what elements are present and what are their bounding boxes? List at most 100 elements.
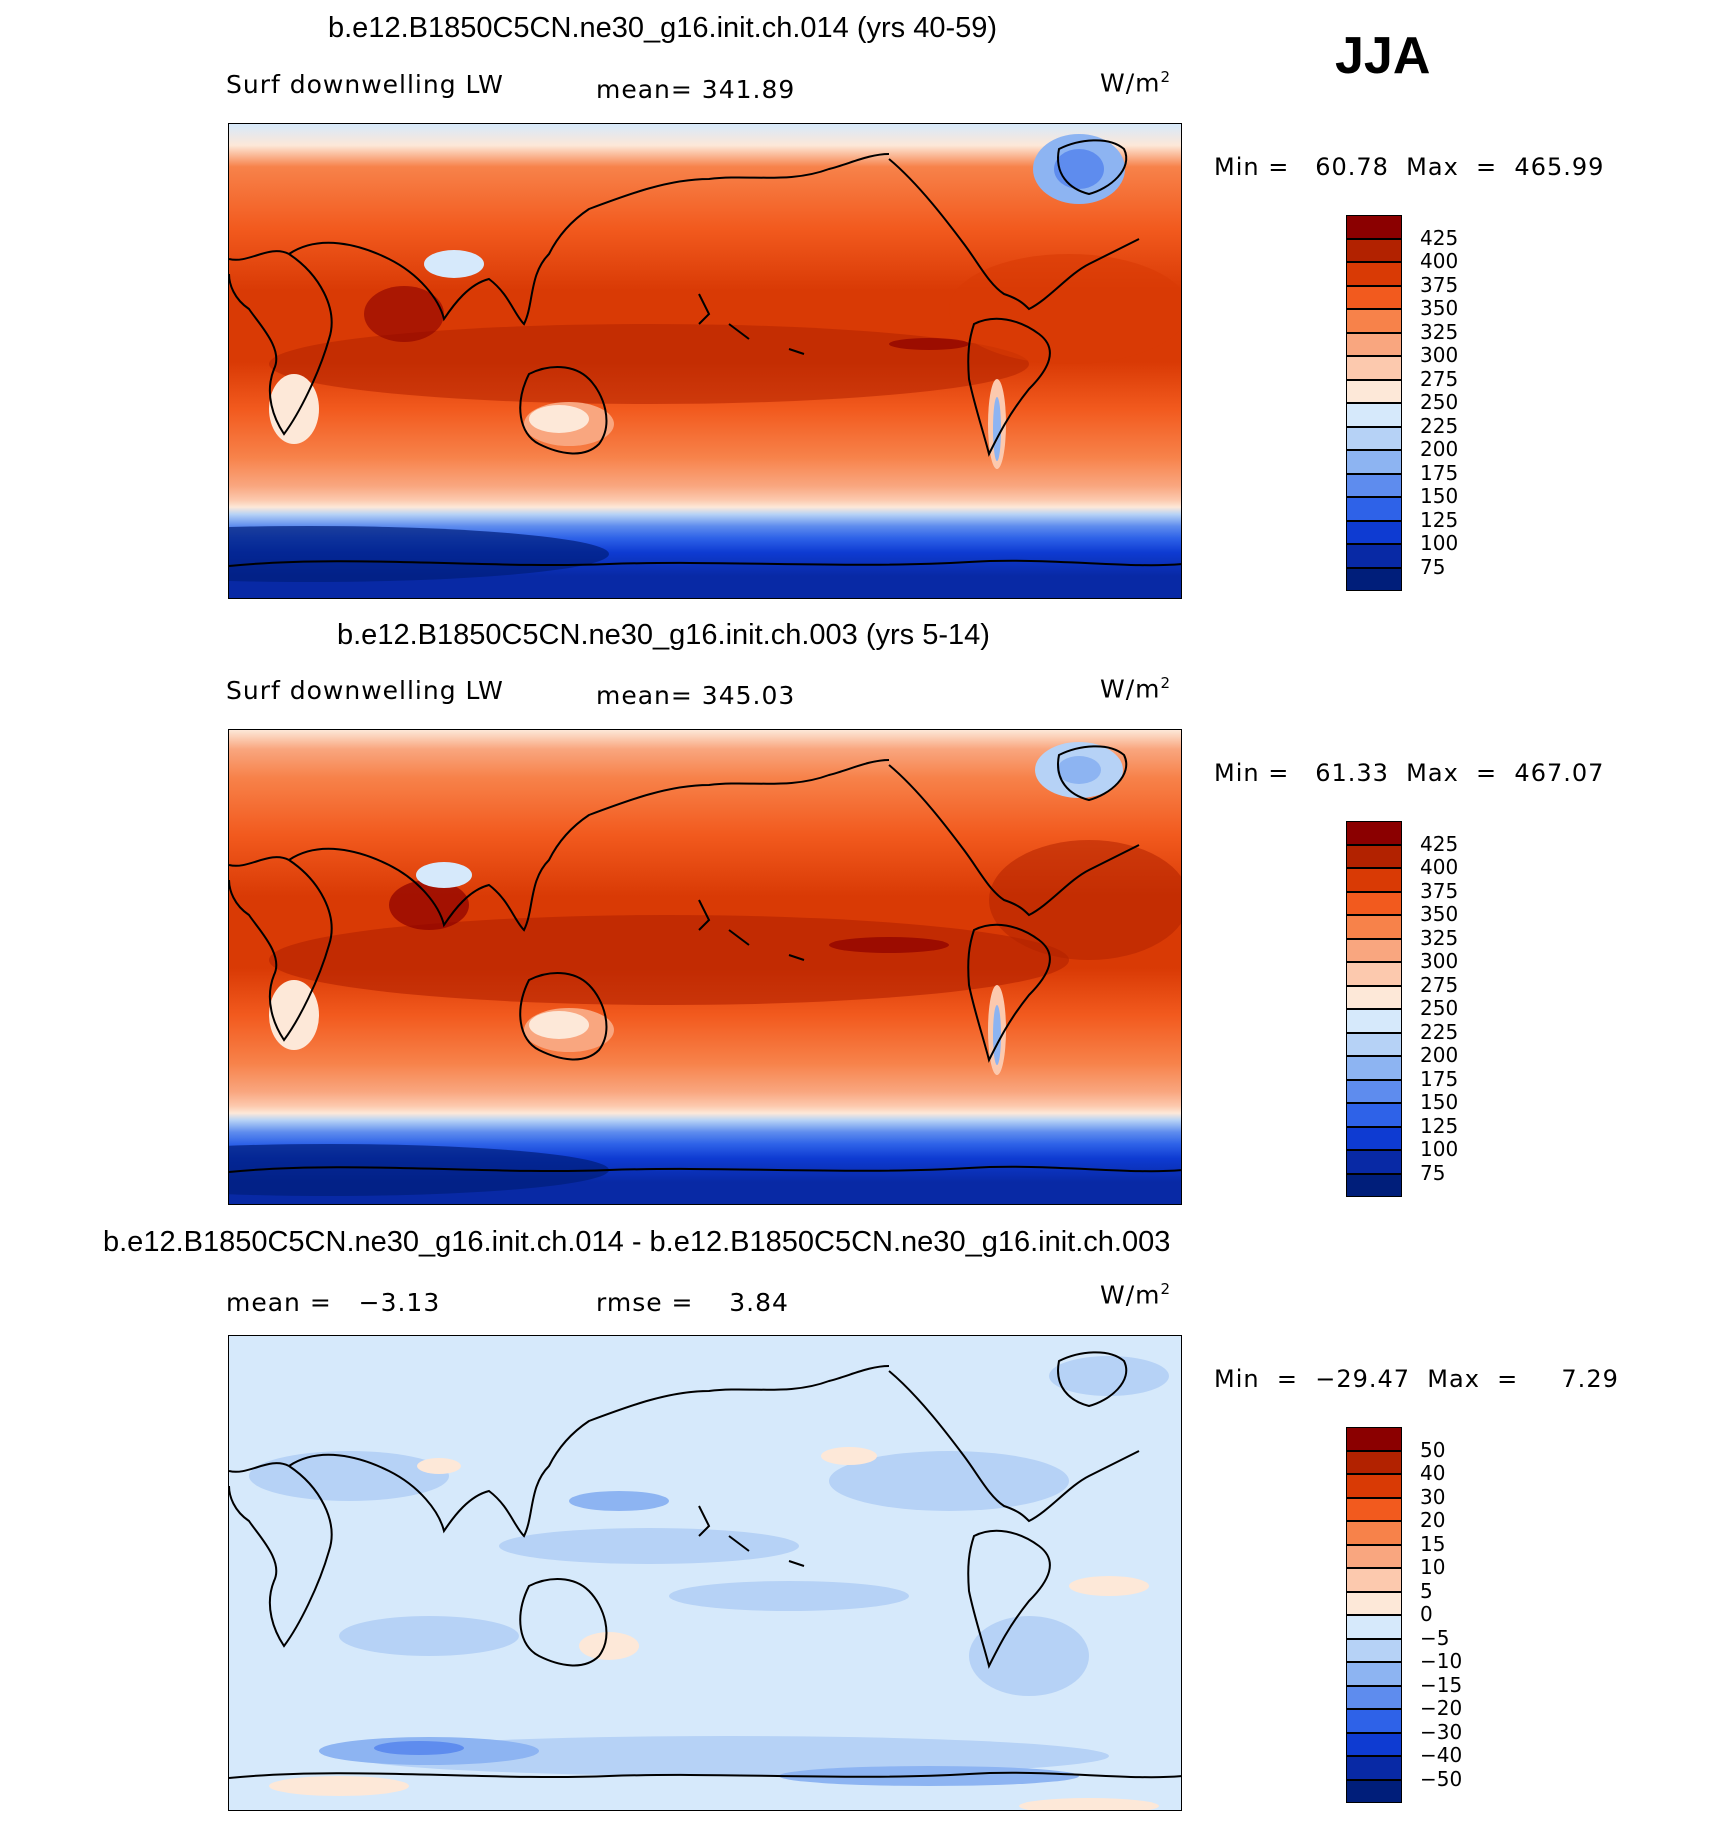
colorbar-label: 400 xyxy=(1420,249,1459,273)
colorbar-swatch xyxy=(1346,1103,1402,1127)
colorbar-label: −5 xyxy=(1420,1625,1450,1650)
colorbar-swatch xyxy=(1346,1685,1402,1709)
colorbar-swatch xyxy=(1346,309,1402,333)
colorbar-label: −50 xyxy=(1420,1766,1463,1791)
panel-3-units: W/m2 xyxy=(1100,1280,1172,1310)
panel-2-mean: mean= 345.03 xyxy=(596,681,796,710)
colorbar-swatch xyxy=(1346,497,1402,521)
colorbar-label: 75 xyxy=(1420,1160,1446,1185)
colorbar-swatch xyxy=(1346,985,1402,1009)
colorbar-label: 300 xyxy=(1420,343,1459,367)
season-label: JJA xyxy=(1335,27,1431,85)
panel-2-variable: Surf downwelling LW xyxy=(226,676,504,705)
colorbar-label: 75 xyxy=(1420,554,1446,579)
colorbar-swatch xyxy=(1346,262,1402,286)
colorbar-swatch xyxy=(1346,520,1402,544)
panel-3-minmax: Min = −29.47 Max = 7.29 xyxy=(1214,1365,1619,1393)
colorbar-label: 250 xyxy=(1420,390,1459,414)
colorbar-swatch xyxy=(1346,238,1402,262)
panel-2-title: b.e12.B1850C5CN.ne30_g16.init.ch.003 (yr… xyxy=(337,619,990,651)
colorbar-label: 150 xyxy=(1420,484,1459,508)
colorbar-label: 20 xyxy=(1420,1508,1446,1532)
colorbar-swatch xyxy=(1346,868,1402,892)
colorbar-label: 400 xyxy=(1420,855,1459,879)
colorbar-swatch xyxy=(1346,215,1402,239)
colorbar-label: 175 xyxy=(1420,1066,1459,1091)
panel-3-title: b.e12.B1850C5CN.ne30_g16.init.ch.014 - b… xyxy=(103,1226,1171,1258)
colorbar-swatch xyxy=(1346,1450,1402,1474)
colorbar-label: 325 xyxy=(1420,319,1459,344)
panel-3-rmse: rmse = 3.84 xyxy=(596,1288,789,1317)
colorbar-label: 425 xyxy=(1420,225,1459,250)
colorbar-swatch xyxy=(1346,1568,1402,1592)
colorbar-swatch xyxy=(1346,285,1402,309)
colorbar-label: 225 xyxy=(1420,413,1459,438)
colorbar-label: 250 xyxy=(1420,996,1459,1020)
colorbar-label: 375 xyxy=(1420,272,1459,297)
colorbar-swatch xyxy=(1346,1779,1402,1803)
colorbar-label: 50 xyxy=(1420,1437,1446,1462)
colorbar-swatch xyxy=(1346,821,1402,845)
colorbar-label: −30 xyxy=(1420,1719,1463,1744)
colorbar-label: 100 xyxy=(1420,531,1459,555)
colorbar-swatch xyxy=(1346,1709,1402,1733)
colorbar-swatch xyxy=(1346,891,1402,915)
colorbar-label: 125 xyxy=(1420,1113,1459,1138)
colorbar-swatch xyxy=(1346,1079,1402,1103)
colorbar-swatch xyxy=(1346,450,1402,474)
colorbar-swatch xyxy=(1346,962,1402,986)
colorbar-swatch xyxy=(1346,1638,1402,1662)
panel-1-minmax: Min = 60.78 Max = 465.99 xyxy=(1214,153,1605,181)
colorbar-label: 325 xyxy=(1420,925,1459,950)
colorbar-swatch xyxy=(1346,1056,1402,1080)
colorbar-label: 350 xyxy=(1420,296,1459,320)
colorbar-label: 375 xyxy=(1420,878,1459,903)
colorbar-label: 150 xyxy=(1420,1090,1459,1114)
panel-1-variable: Surf downwelling LW xyxy=(226,70,504,99)
colorbar-swatch xyxy=(1346,403,1402,427)
colorbar-swatch xyxy=(1346,567,1402,591)
panel-1-map xyxy=(228,123,1182,599)
colorbar-swatch xyxy=(1346,1126,1402,1150)
colorbar-label: −40 xyxy=(1420,1743,1463,1767)
colorbar-swatch xyxy=(1346,1173,1402,1197)
colorbar-label: −10 xyxy=(1420,1649,1463,1673)
panel-1-units: W/m2 xyxy=(1100,68,1172,98)
colorbar-swatch xyxy=(1346,915,1402,939)
panel-2-field xyxy=(229,730,1181,1204)
colorbar-swatch xyxy=(1346,1591,1402,1615)
colorbar-label: 275 xyxy=(1420,366,1459,391)
colorbar-swatch xyxy=(1346,544,1402,568)
colorbar-swatch xyxy=(1346,1756,1402,1780)
colorbar-label: 40 xyxy=(1420,1461,1446,1485)
colorbar-label: 0 xyxy=(1420,1602,1433,1626)
colorbar-label: 300 xyxy=(1420,949,1459,973)
colorbar-swatch xyxy=(1346,1662,1402,1686)
colorbar-swatch xyxy=(1346,1544,1402,1568)
colorbar-swatch xyxy=(1346,844,1402,868)
panel-2-minmax: Min = 61.33 Max = 467.07 xyxy=(1214,759,1605,787)
colorbar-label: 15 xyxy=(1420,1531,1446,1556)
colorbar-swatch xyxy=(1346,1150,1402,1174)
colorbar-swatch xyxy=(1346,938,1402,962)
colorbar-swatch xyxy=(1346,356,1402,380)
panel-3-map xyxy=(228,1335,1182,1811)
colorbar-swatch xyxy=(1346,1474,1402,1498)
colorbar-swatch xyxy=(1346,1009,1402,1033)
colorbar-label: 275 xyxy=(1420,972,1459,997)
colorbar-label: 200 xyxy=(1420,437,1459,461)
colorbar-label: 175 xyxy=(1420,460,1459,485)
colorbar-swatch xyxy=(1346,1497,1402,1521)
colorbar-label: 350 xyxy=(1420,902,1459,926)
colorbar-label: 200 xyxy=(1420,1043,1459,1067)
panel-1-title: b.e12.B1850C5CN.ne30_g16.init.ch.014 (yr… xyxy=(328,12,998,44)
colorbar-swatch xyxy=(1346,379,1402,403)
panel-2-map xyxy=(228,729,1182,1205)
colorbar-label: −15 xyxy=(1420,1672,1463,1697)
colorbar-label: 30 xyxy=(1420,1484,1446,1509)
panel-1-field xyxy=(229,124,1181,598)
colorbar-swatch xyxy=(1346,1732,1402,1756)
panel-3-mean: mean = −3.13 xyxy=(226,1288,441,1317)
colorbar-label: 425 xyxy=(1420,831,1459,856)
colorbar-label: 5 xyxy=(1420,1578,1433,1603)
